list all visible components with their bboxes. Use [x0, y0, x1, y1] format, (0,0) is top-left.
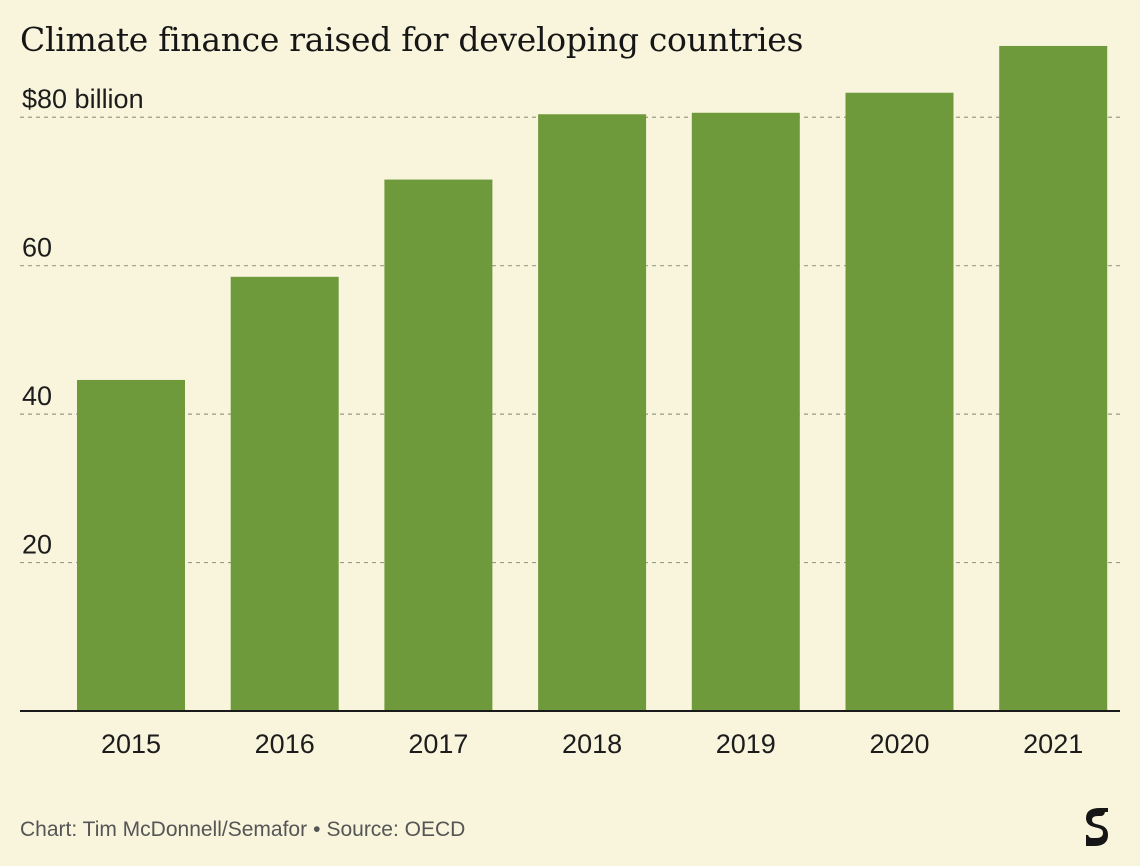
- x-axis-ticks: 2015 2016 2017 2018 2019 2020 2021: [101, 729, 1083, 759]
- x-tick-label: 2017: [408, 729, 468, 759]
- x-tick-label: 2018: [562, 729, 622, 759]
- x-tick-label: 2016: [255, 729, 315, 759]
- bar-2021: [999, 45, 1108, 712]
- source-text: Source: OECD: [326, 818, 466, 841]
- chart-title: Climate finance raised for developing co…: [20, 20, 804, 59]
- y-tick-label: $80 billion: [22, 84, 144, 114]
- x-tick-label: 2021: [1023, 729, 1083, 759]
- x-tick-label: 2019: [716, 729, 776, 759]
- semafor-s-logo-icon: [1086, 808, 1108, 846]
- bar-2015: [77, 379, 185, 711]
- chart-footer: Chart: Tim McDonnell/Semafor • Source: OEC…: [20, 818, 465, 842]
- gridlines: 20 40 60 $80 billion: [20, 84, 1120, 564]
- y-tick-label: 20: [22, 530, 52, 560]
- x-tick-label: 2015: [101, 729, 161, 759]
- y-tick-label: 60: [22, 233, 52, 263]
- bar-2019: [691, 112, 800, 711]
- footer-separator: •: [313, 818, 321, 841]
- bar-2018: [538, 114, 647, 711]
- x-tick-label: 2020: [869, 729, 929, 759]
- credit-text: Chart: Tim McDonnell/Semafor: [20, 818, 308, 841]
- bar-2020: [845, 92, 954, 712]
- bars: [77, 45, 1108, 712]
- bar-2016: [230, 276, 339, 711]
- y-tick-label: 40: [22, 381, 52, 411]
- bar-2017: [384, 179, 493, 711]
